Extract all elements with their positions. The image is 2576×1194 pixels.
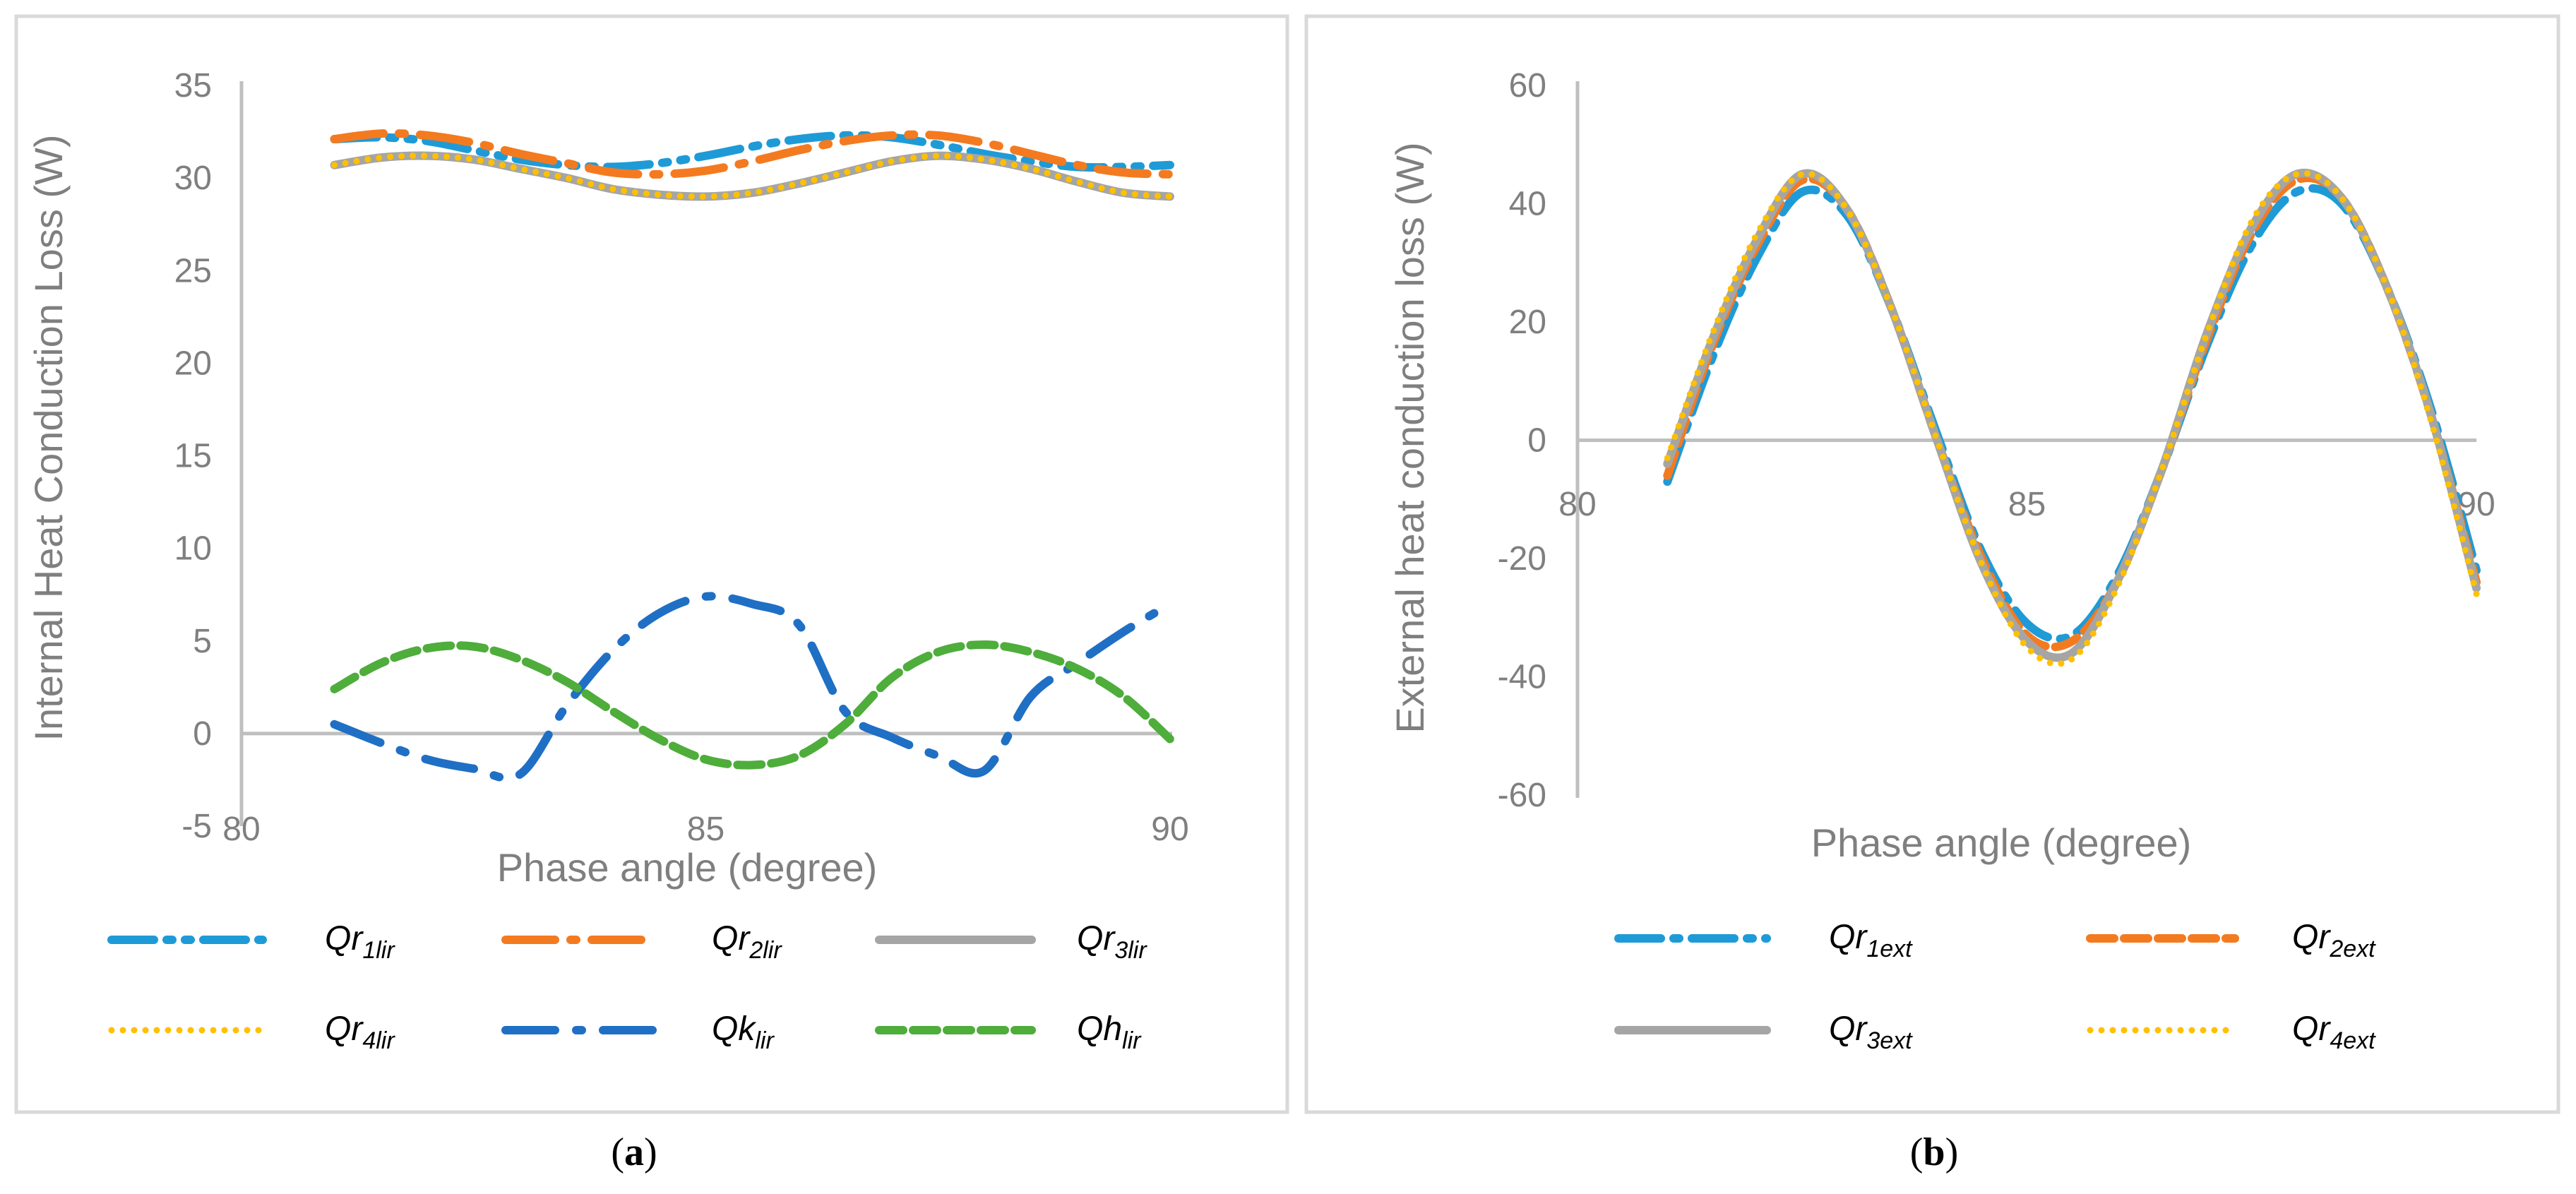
legend-label: Qr4lir (325, 1010, 395, 1054)
legend-label-main: Qr (712, 920, 751, 957)
legend-label: Qr2lir (712, 920, 782, 964)
legend-label: Qhlir (1077, 1010, 1142, 1054)
series-line-qr-4ext (1664, 169, 2480, 667)
legend-label-main: Qr (1077, 920, 1116, 957)
legend-label-subscript: 4lir (362, 1027, 395, 1054)
legend-label-main: Qk (712, 1010, 757, 1048)
y-tick-label: 10 (174, 530, 212, 568)
x-tick-label: 90 (1151, 811, 1188, 848)
y-tick-label: 25 (174, 252, 212, 289)
legend-label-main: Qr (2292, 919, 2331, 956)
y-tick-label: -60 (1498, 777, 1546, 814)
series-line-qh-lir (330, 640, 1174, 770)
x-tick-label: 85 (687, 811, 724, 848)
y-tick-label: 15 (174, 438, 212, 475)
legend-label-subscript: 3lir (1114, 937, 1147, 964)
legend-label-main: Qr (1829, 1010, 1868, 1048)
legend-label-subscript: 1ext (1866, 936, 1913, 962)
legend-label-main: Qr (2292, 1010, 2331, 1048)
legend-label-subscript: 1lir (362, 937, 395, 964)
series-line-qk-lir (330, 592, 1174, 782)
legend-item: Qr4ext (2087, 1010, 2376, 1054)
panel-b-caption: (b) (1910, 1130, 1958, 1174)
y-tick-label: 35 (174, 67, 212, 105)
panel-a-y-axis-title: Internal Heat Conduction Loss (W) (26, 134, 71, 741)
y-tick-label: 30 (174, 160, 212, 197)
x-tick-label: 80 (222, 811, 260, 848)
legend-label: Qr1ext (1829, 919, 1913, 962)
legend-item: Qr4lir (108, 1010, 395, 1054)
legend-label-subscript: 3ext (1866, 1027, 1913, 1054)
legend-item: Qklir (501, 1010, 775, 1054)
panel-a-frame (14, 14, 1289, 1114)
legend-label: Qr4ext (2292, 1010, 2376, 1054)
legend-item: Qr3lir (875, 920, 1147, 964)
legend-label-main: Qh (1077, 1010, 1122, 1048)
y-tick-label: 60 (1509, 67, 1546, 105)
series-line-qr-2lir (330, 129, 1174, 179)
legend-item: Qr1lir (107, 920, 395, 964)
y-tick-label: -20 (1498, 540, 1546, 578)
panel-a-x-axis-title: Phase angle (degree) (497, 845, 878, 890)
legend-item: Qr2lir (501, 920, 782, 964)
legend-item: Qr3ext (1614, 1010, 1913, 1054)
panel-b-y-axis-title: External heat conduction loss (W) (1388, 142, 1432, 733)
y-tick-label: -40 (1498, 659, 1546, 696)
legend-label: Qr3ext (1829, 1010, 1913, 1054)
x-tick-label: 85 (2008, 486, 2046, 523)
legend-label: Qr2ext (2292, 919, 2376, 962)
legend-label-subscript: lir (1122, 1027, 1142, 1054)
y-tick-label: 0 (1527, 422, 1546, 460)
panel-a: -5 0 5 10 15 20 25 30 35 80 85 90 Internal Heat Co… (14, 14, 1289, 1114)
y-tick-label: 20 (174, 345, 212, 382)
series-line-qr-1lir (330, 131, 1174, 172)
legend-label-main: Qr (325, 920, 364, 957)
panel-b-frame (1304, 14, 2560, 1114)
legend-label-subscript: 2lir (749, 937, 782, 964)
panel-b-x-axis-title: Phase angle (degree) (1811, 820, 2192, 865)
panel-a-caption: (a) (611, 1130, 657, 1174)
legend-item: Qr2ext (2086, 919, 2376, 962)
series-line-qr-3lir (330, 151, 1174, 201)
legend-label: Qr3lir (1077, 920, 1147, 964)
legend-label: Qklir (712, 1010, 775, 1054)
legend-label-subscript: lir (755, 1027, 775, 1054)
legend-label-subscript: 2ext (2329, 936, 2376, 962)
legend-item: Qhlir (875, 1010, 1142, 1054)
legend-label-main: Qr (1829, 919, 1868, 956)
legend-label-subscript: 4ext (2330, 1027, 2376, 1054)
y-tick-label: 0 (193, 715, 212, 753)
y-tick-label: 5 (193, 623, 212, 660)
y-tick-label: 20 (1509, 304, 1546, 341)
x-tick-label: 80 (1558, 486, 1596, 523)
legend-label-main: Qr (325, 1010, 364, 1048)
legend-item: Qr1ext (1614, 919, 1913, 962)
y-tick-label: 40 (1509, 186, 1546, 223)
legend-label: Qr1lir (325, 920, 395, 964)
y-tick-label: -5 (181, 808, 212, 845)
